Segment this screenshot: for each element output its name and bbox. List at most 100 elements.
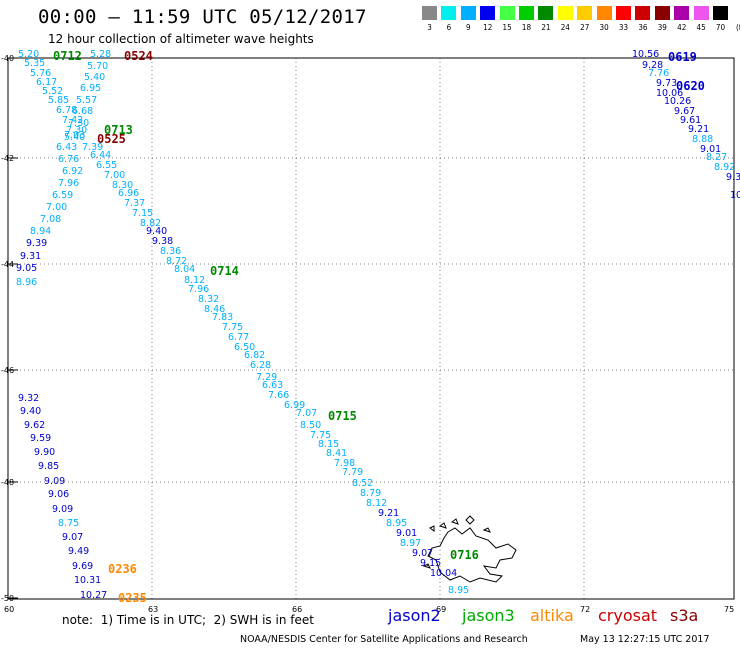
swh-value: 6.96 [118,188,139,199]
swh-value: 8.52 [352,478,373,489]
swh-value: 9.09 [44,476,65,487]
time-tag: 0619 [668,50,697,64]
scale-swatch [422,6,437,20]
swh-value: 5.85 [48,95,69,106]
swh-value: 7.96 [58,178,79,189]
swh-value: 10.26 [664,96,691,107]
swh-value: 9.28 [642,60,663,71]
scale-label: 45 [696,23,706,32]
swh-value: 9.59 [30,433,51,444]
swh-value: 5.28 [90,49,111,60]
swh-value: 7.76 [648,68,669,79]
swh-value: 9.05 [16,263,37,274]
swh-value: 8.36 [160,246,181,257]
time-tag: 0714 [210,264,239,278]
time-tag: 0712 [53,49,82,63]
swh-value: 9.01 [396,528,417,539]
axis-ticks: -40 -42 -44 -46 -48 -50 60 63 66 69 72 75 [1,54,734,614]
swh-value: 9.62 [24,420,45,431]
swh-value: 9.32 [18,393,39,404]
swh-value: 6.99 [284,400,305,411]
swh-value: 6.77 [228,332,249,343]
swh-value: 6.17 [36,77,57,88]
swh-value: 10.27 [80,590,107,601]
legend-entry-cryosat: cryosat [598,606,658,625]
swh-value: 9.85 [38,461,59,472]
swh-value: 8.41 [326,448,347,459]
swh-value: 8.50 [300,420,321,431]
swh-value: 5.35 [24,58,45,69]
time-tag: 0236 [108,562,137,576]
scale-label: 18 [521,23,532,32]
swh-value: 6.68 [72,106,93,117]
scale-label: 33 [618,23,629,32]
legend-entry-jason3: jason3 [462,606,515,625]
generation-timestamp: May 13 12:27:15 UTC 2017 [580,634,710,645]
swh-value: 7.07 [296,408,317,419]
swh-value: 10.56 [632,49,659,60]
swh-value: 10.31 [74,575,101,586]
scale-swatch [519,6,534,20]
swh-value: 5.40 [84,72,105,83]
swh-value: 8.04 [174,264,195,275]
swh-value: 7.39 [82,142,103,153]
swh-value: 8.95 [386,518,407,529]
scale-swatch [538,6,554,20]
scale-unit: (ft) [735,23,740,32]
track-0619-0620: 10.569.287.769.7310.0610.269.679.619.218… [632,49,740,201]
scale-swatch [616,6,631,20]
swh-value: 8.88 [692,134,713,145]
swh-value: 7.98 [334,458,355,469]
swh-value: 6.63 [262,380,283,391]
swh-value: 7.30 [68,118,89,129]
swh-value: 8.97 [400,538,421,549]
swh-value: 9.61 [680,115,701,126]
swh-value: 7.83 [212,312,233,323]
scale-label: 24 [560,23,570,32]
scale-label: 42 [677,23,687,32]
time-tag: 0524 [124,49,153,63]
scale-swatch [577,6,593,20]
scale-label: 39 [657,23,667,32]
scale-swatch [441,6,457,20]
legend-entry-altika: altika [530,606,574,625]
swh-value: 9.69 [72,561,93,572]
swh-value: 9.15 [420,558,441,569]
swh-value: 7.42 [62,115,83,126]
swh-value: 9.07 [412,548,433,559]
map-grid [8,57,734,599]
swh-value: 8.32 [198,294,219,305]
page-title: 00:00 – 11:59 UTC 05/12/2017 [38,6,367,28]
scale-swatch [480,6,496,20]
swh-value: 7.08 [40,214,61,225]
scale-label: 6 [446,23,452,32]
swh-value: 6.43 [56,142,77,153]
altimeter-tracks: 5.205.355.766.175.525.856.787.427.305.40… [16,49,740,601]
scale-label: 15 [502,23,512,32]
lat-tick-label: -44 [1,260,14,269]
swh-value: 5.40 [64,132,85,143]
swh-value: 7.37 [124,198,145,209]
swh-value: 8.92 [714,162,735,173]
swh-value: 7.03 [64,130,85,141]
swh-value: 7.30 [66,125,87,136]
swh-value: 8.79 [360,488,381,499]
scale-swatch [635,6,651,20]
swh-value: 6.95 [80,83,101,94]
swh-value: 6.44 [90,150,111,161]
swh-value: 10 [730,190,740,201]
swh-value: 10.04 [430,568,457,579]
swh-value: 9.90 [34,447,55,458]
time-tag: 0620 [676,79,705,93]
swh-value: 9.01 [700,144,721,155]
swh-value: 9.67 [674,106,695,117]
swh-value: 9.3 [726,172,740,183]
scale-swatch [460,6,476,20]
scale-label: 12 [483,23,493,32]
swh-value: 5.57 [76,95,97,106]
swh-value: 7.66 [268,390,289,401]
swh-value: 9.40 [146,226,167,237]
scale-swatch [557,6,573,20]
map-frame [7,57,735,600]
